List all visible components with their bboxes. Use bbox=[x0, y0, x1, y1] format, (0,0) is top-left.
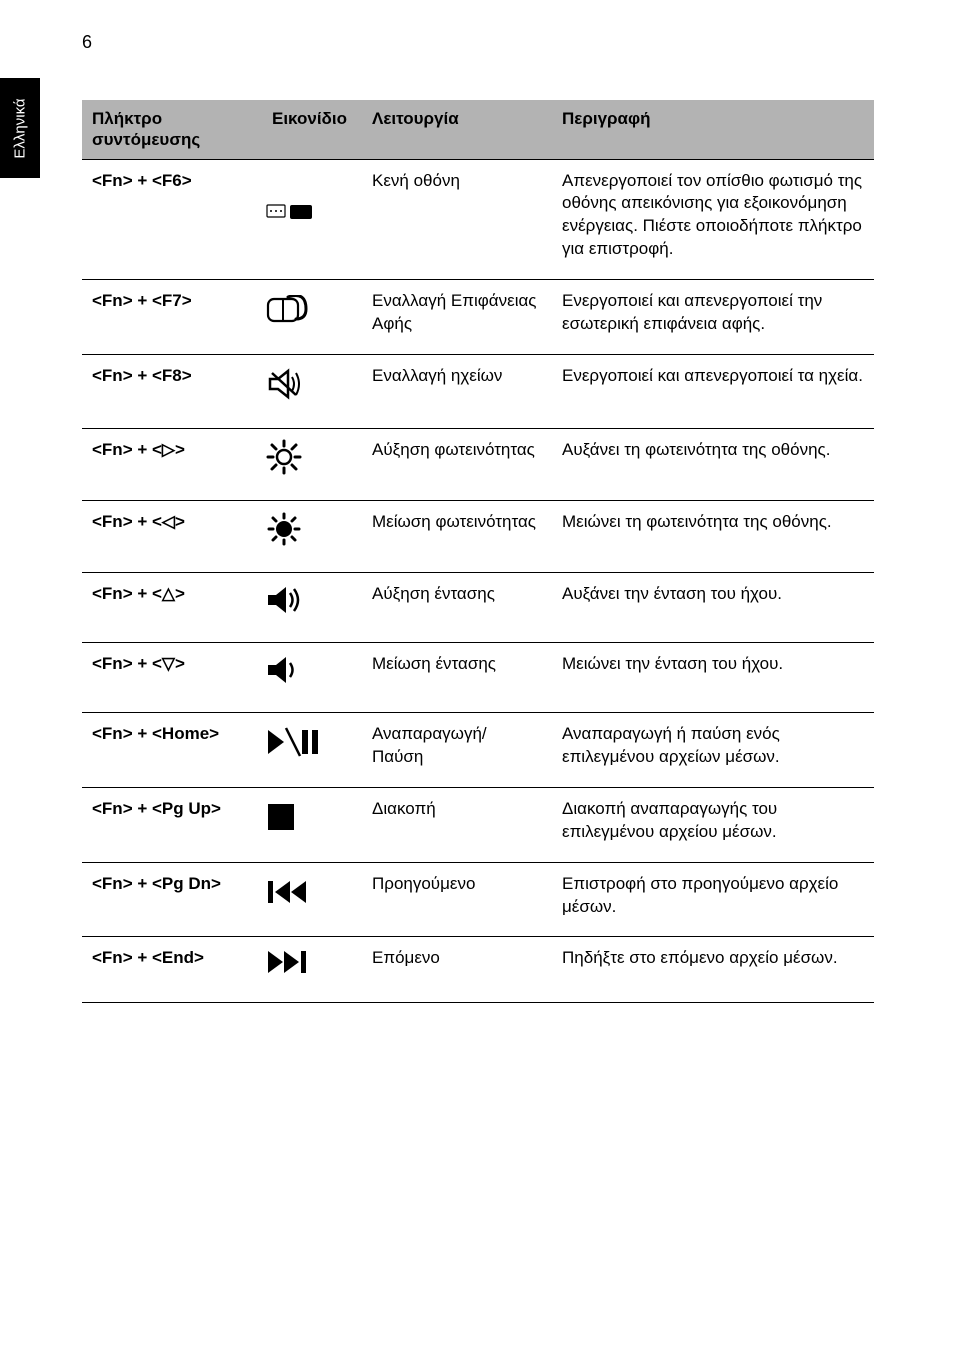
function-cell: Κενή οθόνη bbox=[362, 159, 552, 280]
icon-cell bbox=[262, 787, 362, 862]
header-desc: Περιγραφή bbox=[552, 100, 874, 159]
header-icon: Εικονίδιο bbox=[262, 100, 362, 159]
description-cell: Πηδήξτε στο επόμενο αρχείο μέσων. bbox=[552, 937, 874, 1003]
hotkey-cell: <Fn> + <End> bbox=[82, 937, 262, 1003]
function-cell: Μείωση έντασης bbox=[362, 642, 552, 712]
hotkey-cell: <Fn> + <F8> bbox=[82, 355, 262, 429]
hotkey-cell: <Fn> + <△> bbox=[82, 572, 262, 642]
volume-up-icon bbox=[266, 602, 304, 621]
stop-icon bbox=[266, 817, 296, 836]
touchpad-icon bbox=[266, 310, 310, 329]
description-cell: Διακοπή αναπαραγωγής του επιλεγμένου αρχ… bbox=[552, 787, 874, 862]
description-cell: Αυξάνει τη φωτεινότητα της οθόνης. bbox=[552, 429, 874, 501]
hotkey-cell: <Fn> + <▷> bbox=[82, 429, 262, 501]
function-cell: Εναλλαγή ηχείων bbox=[362, 355, 552, 429]
hotkey-table-body: <Fn> + <F6> Κενή οθόνηΑπενεργοποιεί τον ο… bbox=[82, 159, 874, 1003]
icon-cell bbox=[262, 355, 362, 429]
hotkey-cell: <Fn> + <◁> bbox=[82, 501, 262, 573]
function-cell: Αύξηση έντασης bbox=[362, 572, 552, 642]
hotkey-cell: <Fn> + <▽> bbox=[82, 642, 262, 712]
hotkey-table: Πλήκτρο συντόμευσης Εικονίδιο Λειτουργία… bbox=[82, 100, 874, 1003]
description-cell: Ενεργοποιεί και απενεργοποιεί τα ηχεία. bbox=[552, 355, 874, 429]
hotkey-cell: <Fn> + <Pg Dn> bbox=[82, 862, 262, 937]
table-row: <Fn> + <F7> Εναλλαγή Επιφάνειας ΑφήςΕνεργ… bbox=[82, 280, 874, 355]
function-cell: Διακοπή bbox=[362, 787, 552, 862]
table-row: <Fn> + <◁> Μείωση φωτεινότηταςΜειώνει τη … bbox=[82, 501, 874, 573]
hotkey-cell: <Fn> + <Home> bbox=[82, 712, 262, 787]
table-row: <Fn> + <▷> Αύξηση φωτεινότηταςΑυξάνει τη … bbox=[82, 429, 874, 501]
header-func: Λειτουργία bbox=[362, 100, 552, 159]
brightness-down-icon bbox=[266, 532, 302, 551]
icon-cell bbox=[262, 572, 362, 642]
table-row: <Fn> + <Pg Up> ΔιακοπήΔιακοπή αναπαραγωγή… bbox=[82, 787, 874, 862]
icon-cell bbox=[262, 862, 362, 937]
language-side-tab: Ελληνικά bbox=[0, 78, 40, 178]
icon-cell bbox=[262, 159, 362, 280]
speaker-mute-icon bbox=[266, 388, 304, 407]
function-cell: Επόμενο bbox=[362, 937, 552, 1003]
description-cell: Επιστροφή στο προηγούμενο αρχείο μέσων. bbox=[552, 862, 874, 937]
function-cell: Μείωση φωτεινότητας bbox=[362, 501, 552, 573]
description-cell: Αυξάνει την ένταση του ήχου. bbox=[552, 572, 874, 642]
description-cell: Μειώνει τη φωτεινότητα της οθόνης. bbox=[552, 501, 874, 573]
description-cell: Μειώνει την ένταση του ήχου. bbox=[552, 642, 874, 712]
description-cell: Ενεργοποιεί και απενεργοποιεί την εσωτερ… bbox=[552, 280, 874, 355]
icon-cell bbox=[262, 280, 362, 355]
table-row: <Fn> + <F6> Κενή οθόνηΑπενεργοποιεί τον ο… bbox=[82, 159, 874, 280]
table-row: <Fn> + <▽> Μείωση έντασηςΜειώνει την έντα… bbox=[82, 642, 874, 712]
icon-cell bbox=[262, 501, 362, 573]
icon-cell bbox=[262, 642, 362, 712]
page-number: 6 bbox=[82, 32, 92, 53]
table-row: <Fn> + <Home> Αναπαραγωγή/ ΠαύσηΑναπαραγω… bbox=[82, 712, 874, 787]
hotkey-cell: <Fn> + <F7> bbox=[82, 280, 262, 355]
function-cell: Εναλλαγή Επιφάνειας Αφής bbox=[362, 280, 552, 355]
icon-cell bbox=[262, 937, 362, 1003]
play-pause-icon bbox=[266, 743, 320, 762]
hotkey-cell: <Fn> + <Pg Up> bbox=[82, 787, 262, 862]
icon-cell bbox=[262, 429, 362, 501]
function-cell: Προηγούμενο bbox=[362, 862, 552, 937]
table-header-row: Πλήκτρο συντόμευσης Εικονίδιο Λειτουργία… bbox=[82, 100, 874, 159]
function-cell: Αύξηση φωτεινότητας bbox=[362, 429, 552, 501]
header-key: Πλήκτρο συντόμευσης bbox=[82, 100, 262, 159]
language-side-tab-label: Ελληνικά bbox=[12, 98, 29, 158]
brightness-up-icon bbox=[266, 460, 302, 479]
icon-cell bbox=[262, 712, 362, 787]
description-cell: Αναπαραγωγή ή παύση ενός επιλεγμένου αρχ… bbox=[552, 712, 874, 787]
description-cell: Απενεργοποιεί τον οπίσθιο φωτισμό της οθ… bbox=[552, 159, 874, 280]
table-row: <Fn> + <Pg Dn> ΠροηγούμενοΕπιστροφή στο π… bbox=[82, 862, 874, 937]
table-row: <Fn> + <End> ΕπόμενοΠηδήξτε στο επόμενο α… bbox=[82, 937, 874, 1003]
table-row: <Fn> + <△> Αύξηση έντασηςΑυξάνει την έντα… bbox=[82, 572, 874, 642]
next-track-icon bbox=[266, 962, 308, 981]
prev-track-icon bbox=[266, 892, 308, 911]
table-row: <Fn> + <F8> Εναλλαγή ηχείωνΕνεργοποιεί κα… bbox=[82, 355, 874, 429]
hotkey-cell: <Fn> + <F6> bbox=[82, 159, 262, 280]
screen-off-icon bbox=[266, 207, 314, 226]
volume-down-icon bbox=[266, 672, 298, 691]
hotkey-table-container: Πλήκτρο συντόμευσης Εικονίδιο Λειτουργία… bbox=[82, 100, 874, 1003]
function-cell: Αναπαραγωγή/ Παύση bbox=[362, 712, 552, 787]
